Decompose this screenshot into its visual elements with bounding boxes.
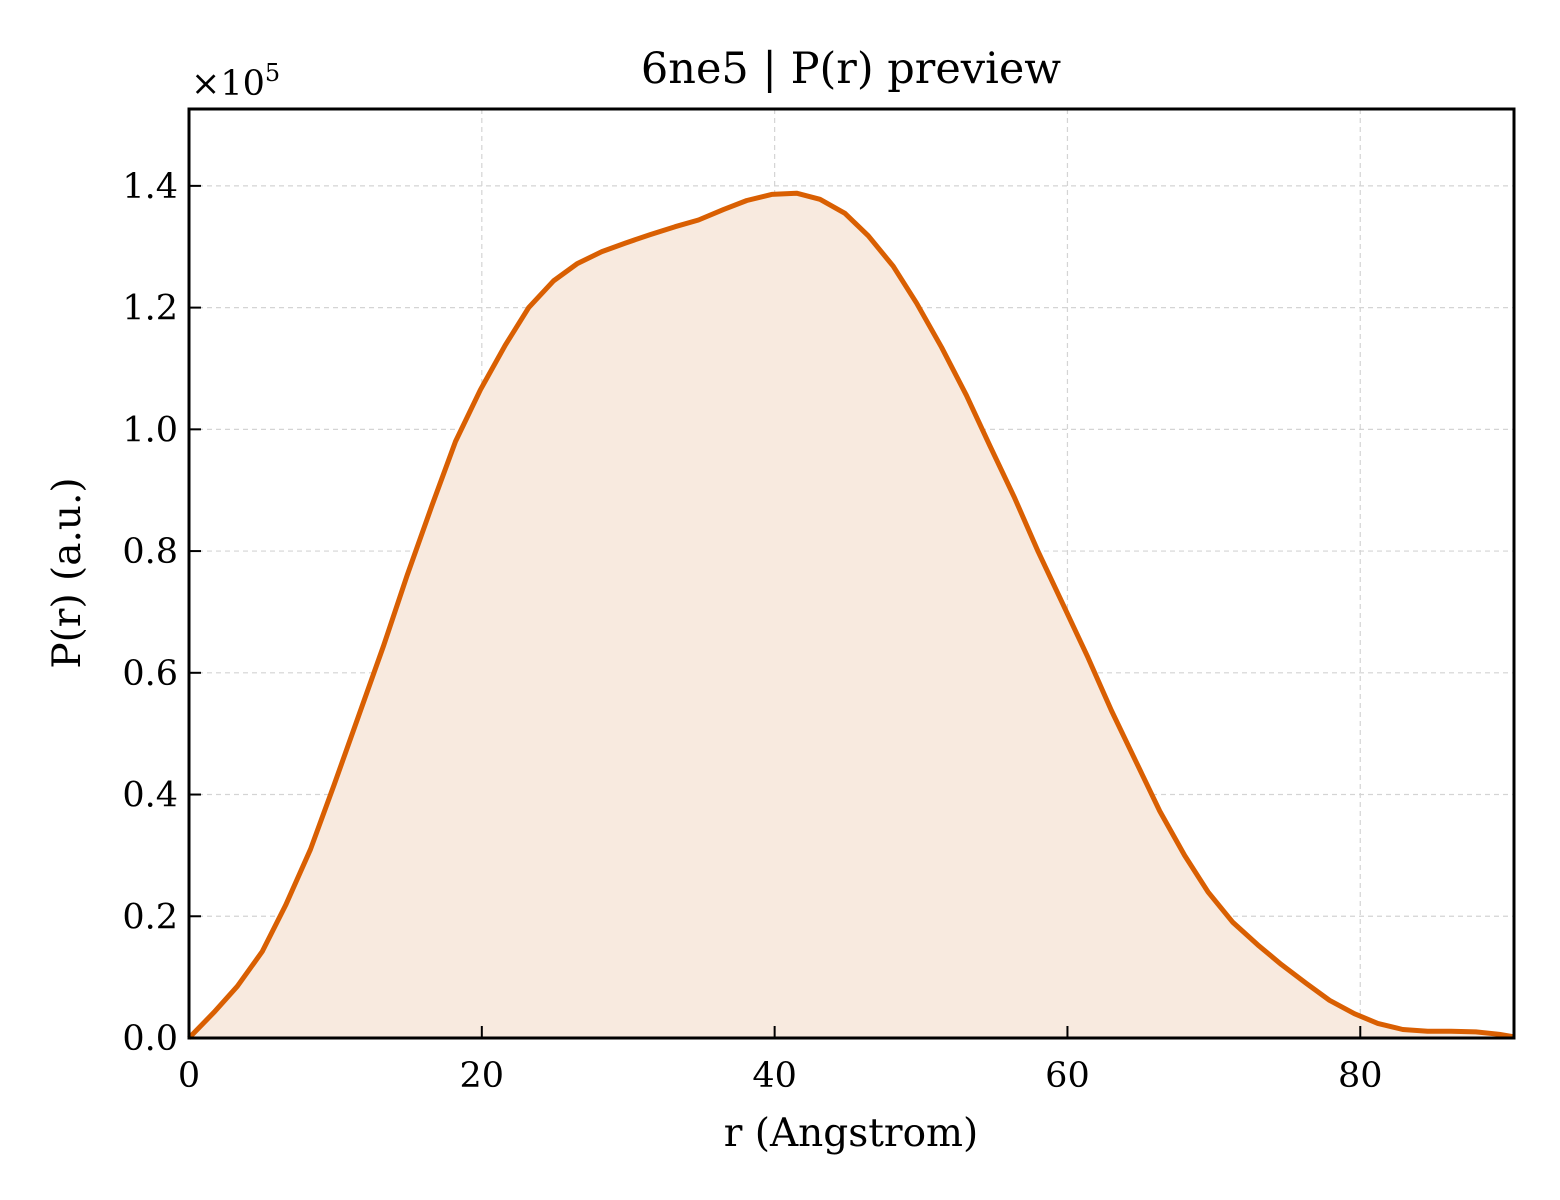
y-tick-label: 0.0 — [122, 1019, 178, 1059]
y-tick-label: 0.2 — [122, 897, 178, 937]
y-axis-offset: ×105 — [191, 59, 280, 104]
area-fill — [189, 193, 1514, 1038]
plot-frame — [187, 107, 1516, 1040]
y-axis-offset-base: ×10 — [191, 64, 265, 104]
y-tick-label: 1.0 — [122, 410, 178, 450]
x-tick-label: 60 — [1045, 1056, 1090, 1096]
y-axis-label: P(r) (a.u.) — [45, 477, 90, 668]
x-tick-label: 40 — [752, 1056, 797, 1096]
x-tick-label: 0 — [178, 1056, 200, 1096]
y-tick-label: 0.6 — [122, 654, 178, 694]
y-tick-label: 0.4 — [122, 776, 178, 816]
y-tick-label: 1.2 — [122, 289, 178, 329]
x-tick-label: 80 — [1338, 1056, 1383, 1096]
tick-labels: 0 20 40 60 80 0.0 0.2 0.4 0.6 0.8 1.0 1.2 1.4 — [122, 167, 1382, 1096]
chart-title: 6ne5 | P(r) preview — [641, 44, 1061, 94]
x-axis-label: r (Angstrom) — [724, 1111, 979, 1156]
y-tick-label: 1.4 — [122, 167, 178, 207]
x-tick-label: 20 — [460, 1056, 505, 1096]
y-tick-label: 0.8 — [122, 532, 178, 572]
series-line — [187, 190, 1515, 1040]
y-axis-offset-exponent: 5 — [265, 59, 280, 87]
